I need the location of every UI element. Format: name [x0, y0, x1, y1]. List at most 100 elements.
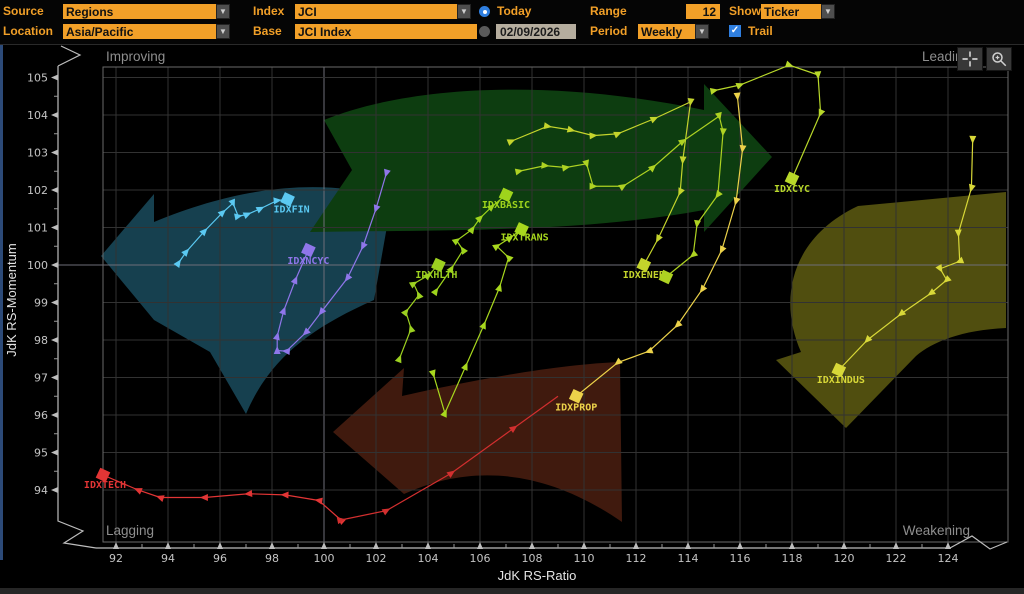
panel-left-edge	[0, 44, 3, 560]
svg-text:100: 100	[27, 259, 48, 272]
trail-checkbox-label: Trail	[748, 24, 773, 38]
svg-text:124: 124	[938, 552, 959, 565]
series-IDXTRANS: IDXTRANS	[428, 222, 549, 418]
series-IDXPROP: IDXPROP	[555, 92, 747, 413]
head-IDXBASIC[interactable]	[498, 187, 514, 203]
label-IDXFIN: IDXFIN	[274, 204, 310, 215]
series-IDXNCYC: IDXNCYC	[272, 168, 391, 356]
svg-text:104: 104	[418, 552, 439, 565]
svg-text:98: 98	[265, 552, 279, 565]
period-label: Period	[590, 24, 628, 38]
range-input[interactable]: 12	[686, 4, 720, 19]
range-label: Range	[590, 4, 627, 18]
label-IDXBASIC: IDXBASIC	[482, 200, 530, 211]
svg-text:96: 96	[34, 409, 48, 422]
series-IDXTECH: IDXTECH	[84, 467, 346, 525]
series-IDXHLTH: IDXHLTH	[394, 257, 457, 364]
svg-text:97: 97	[34, 372, 48, 385]
series-unlabeled	[514, 111, 727, 285]
head-IDXINDUS[interactable]	[831, 362, 847, 378]
source-dropdown[interactable]: Regions	[63, 4, 222, 19]
trail-checkbox[interactable]: ✓	[729, 25, 741, 37]
date-input[interactable]: 02/09/2026	[496, 24, 576, 39]
location-label: Location	[3, 24, 53, 38]
label-IDXENER: IDXENER	[623, 270, 666, 281]
svg-text:94: 94	[34, 484, 48, 497]
head-IDXCYC[interactable]	[784, 171, 800, 187]
head-IDXHLTH[interactable]	[431, 257, 446, 273]
zoom-tool-button[interactable]	[986, 47, 1012, 71]
svg-text:92: 92	[109, 552, 123, 565]
svg-text:94: 94	[161, 552, 175, 565]
period-dropdown-arrow-icon[interactable]: ▼	[695, 24, 709, 39]
svg-text:101: 101	[27, 222, 48, 235]
gridlines	[58, 67, 1008, 548]
head-IDXTRANS[interactable]	[514, 222, 529, 237]
head-IDXNCYC[interactable]	[301, 242, 316, 258]
label-IDXHLTH: IDXHLTH	[415, 270, 457, 281]
svg-text:98: 98	[34, 334, 48, 347]
series-IDXENER: IDXENER	[506, 97, 695, 281]
quadrant-label-improving: Improving	[106, 49, 165, 64]
svg-text:96: 96	[213, 552, 227, 565]
svg-text:105: 105	[27, 72, 48, 85]
head-IDXPROP[interactable]	[568, 388, 584, 404]
series-IDXFIN: IDXFIN	[173, 192, 310, 268]
series-unlabeled	[336, 395, 559, 525]
quadrant-arrow-left	[101, 187, 392, 414]
base-label: Base	[253, 24, 282, 38]
period-dropdown[interactable]: Weekly	[638, 24, 701, 39]
index-dropdown[interactable]: JCI	[295, 4, 463, 19]
series-IDXCYC: IDXCYC	[709, 60, 826, 195]
label-IDXTRANS: IDXTRANS	[501, 232, 549, 243]
svg-text:104: 104	[27, 109, 48, 122]
y-axis-title: JdK RS-Momentum	[4, 243, 19, 356]
head-IDXTECH[interactable]	[95, 467, 111, 483]
svg-text:95: 95	[34, 447, 48, 460]
bottom-divider	[0, 588, 1024, 594]
crosshair-tool-button[interactable]	[957, 47, 983, 71]
location-dropdown[interactable]: Asia/Pacific	[63, 24, 222, 39]
quadrant-arrow-top	[310, 84, 772, 232]
label-IDXTECH: IDXTECH	[84, 480, 126, 491]
svg-text:114: 114	[678, 552, 699, 565]
base-input[interactable]: JCI Index	[295, 24, 477, 39]
index-dropdown-arrow-icon[interactable]: ▼	[457, 4, 471, 19]
source-dropdown-arrow-icon[interactable]: ▼	[216, 4, 230, 19]
x-axis-title: JdK RS-Ratio	[498, 568, 577, 583]
label-IDXINDUS: IDXINDUS	[817, 375, 865, 386]
show-dropdown[interactable]: Ticker	[761, 4, 827, 19]
index-label: Index	[253, 4, 285, 18]
toolbar: Source Regions ▼ Index JCI ▼ Today Range…	[0, 0, 1024, 45]
svg-text:99: 99	[34, 297, 48, 310]
svg-text:120: 120	[834, 552, 855, 565]
svg-text:102: 102	[366, 552, 387, 565]
today-radio-label: Today	[497, 4, 532, 18]
show-label: Show	[729, 4, 761, 18]
quadrant-label-weakening: Weakening	[903, 523, 970, 538]
quadrant-label-lagging: Lagging	[106, 523, 154, 538]
series-IDXINDUS: IDXINDUS	[817, 135, 977, 386]
location-dropdown-arrow-icon[interactable]: ▼	[216, 24, 230, 39]
svg-text:108: 108	[522, 552, 543, 565]
head-IDXFIN[interactable]	[280, 192, 295, 207]
date-radio[interactable]	[479, 26, 490, 37]
svg-text:100: 100	[314, 552, 335, 565]
series-IDXBASIC: IDXBASIC	[430, 187, 530, 297]
show-dropdown-arrow-icon[interactable]: ▼	[821, 4, 835, 19]
svg-text:112: 112	[626, 552, 647, 565]
today-radio[interactable]	[479, 6, 490, 17]
svg-text:116: 116	[730, 552, 751, 565]
head-unlabeled[interactable]	[658, 269, 674, 285]
svg-text:122: 122	[886, 552, 907, 565]
crosshair-icon	[962, 51, 978, 67]
svg-text:103: 103	[27, 147, 48, 160]
svg-text:118: 118	[782, 552, 803, 565]
label-IDXCYC: IDXCYC	[774, 184, 810, 195]
svg-text:110: 110	[574, 552, 595, 565]
magnifier-icon	[992, 52, 1007, 67]
head-IDXENER[interactable]	[636, 257, 652, 273]
svg-text:106: 106	[470, 552, 491, 565]
label-IDXPROP: IDXPROP	[555, 402, 597, 413]
